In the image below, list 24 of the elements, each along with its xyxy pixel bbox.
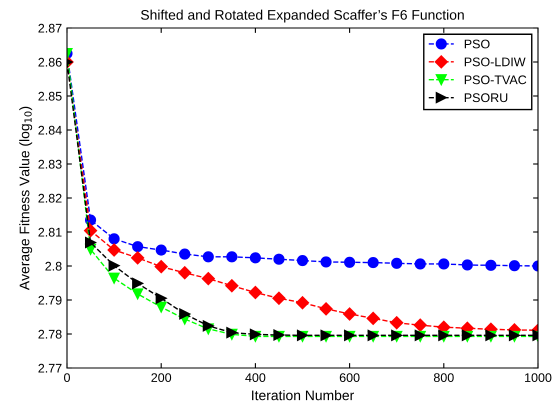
x-tick-label: 200 <box>151 373 172 382</box>
x-axis-title: Iteration Number <box>252 390 354 400</box>
y-tick-label: 2.77 <box>38 364 62 373</box>
y-tick-label: 2.78 <box>38 330 62 339</box>
y-tick-label: 2.81 <box>38 228 62 237</box>
y-tick-label: 2.83 <box>38 160 62 169</box>
y-tick-label: 2.86 <box>38 58 62 67</box>
y-tick-label: 2.8 <box>45 262 62 271</box>
y-tick-label: 2.84 <box>38 126 62 135</box>
y-tick-label: 2.85 <box>38 92 62 101</box>
x-tick-label: 0 <box>64 373 70 382</box>
legend-label: PSO <box>464 40 490 48</box>
y-tick-label: 2.87 <box>38 24 62 33</box>
x-tick-label: 400 <box>245 373 266 382</box>
legend-label: PSO-LDIW <box>464 57 526 66</box>
chart-title: Shifted and Rotated Expanded Scaffer’s F6 Function <box>140 10 464 23</box>
y-axis-title: Average Fitness Value (log$_{10}$) <box>19 106 32 290</box>
y-tick-label: 2.82 <box>38 194 62 203</box>
x-tick-label: 800 <box>434 373 454 382</box>
x-tick-label: 600 <box>340 373 360 382</box>
y-tick-label: 2.79 <box>38 296 62 305</box>
x-tick-label: 1000 <box>525 373 552 382</box>
legend-label: PSO-TVAC <box>464 75 526 84</box>
legend-label: PSORU <box>464 93 508 102</box>
